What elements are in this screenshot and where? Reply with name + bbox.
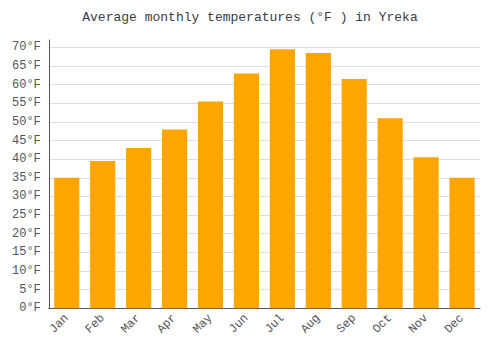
svg-text:Jun: Jun (226, 311, 251, 336)
svg-text:Mar: Mar (118, 311, 143, 336)
svg-text:45°F: 45°F (12, 134, 41, 148)
svg-text:60°F: 60°F (12, 78, 41, 92)
svg-text:Apr: Apr (154, 311, 179, 336)
svg-text:40°F: 40°F (12, 152, 41, 166)
svg-text:Dec: Dec (442, 311, 467, 336)
svg-text:0°F: 0°F (19, 301, 41, 315)
svg-text:70°F: 70°F (12, 40, 41, 54)
svg-text:25°F: 25°F (12, 208, 41, 222)
svg-text:Jan: Jan (47, 311, 72, 336)
svg-text:5°F: 5°F (19, 283, 41, 297)
svg-text:Jul: Jul (262, 311, 287, 336)
svg-text:Average monthly temperatures (: Average monthly temperatures (°F ) in Yr… (82, 10, 418, 25)
svg-text:15°F: 15°F (12, 245, 41, 259)
svg-text:65°F: 65°F (12, 59, 41, 73)
svg-text:Nov: Nov (406, 311, 431, 336)
svg-text:May: May (190, 311, 215, 336)
svg-text:20°F: 20°F (12, 227, 41, 241)
svg-text:Oct: Oct (370, 311, 395, 336)
svg-text:Sep: Sep (334, 311, 359, 336)
svg-text:30°F: 30°F (12, 189, 41, 203)
svg-text:10°F: 10°F (12, 264, 41, 278)
svg-text:Feb: Feb (82, 311, 107, 336)
svg-text:55°F: 55°F (12, 96, 41, 110)
svg-text:50°F: 50°F (12, 115, 41, 129)
svg-text:35°F: 35°F (12, 171, 41, 185)
svg-text:Aug: Aug (298, 311, 323, 336)
